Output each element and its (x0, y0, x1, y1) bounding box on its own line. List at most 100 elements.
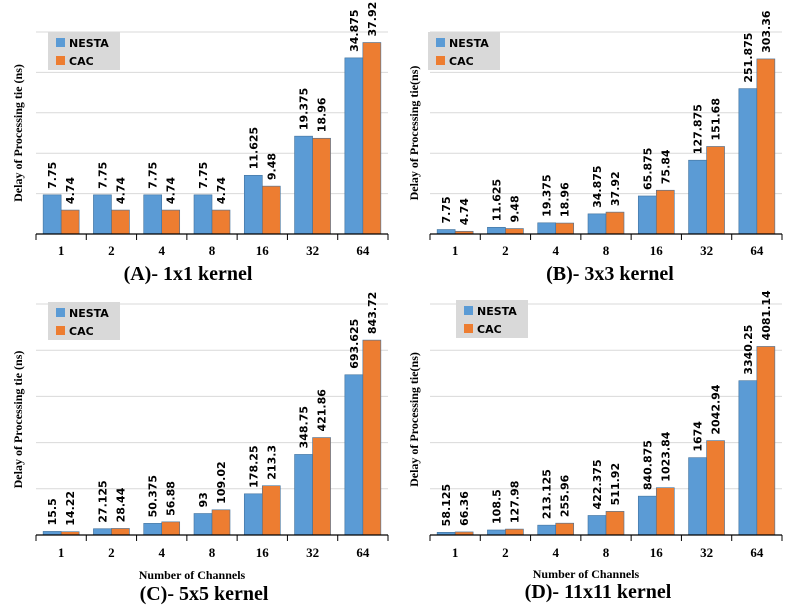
legend-entry: NESTA (69, 307, 109, 320)
cac-legend-swatch (436, 56, 445, 65)
x-tick-label: 64 (356, 243, 370, 258)
x-tick-label: 2 (502, 243, 509, 258)
data-label: 303.36 (760, 10, 773, 53)
data-label: 213.3 (265, 445, 278, 480)
data-label: 7.75 (147, 162, 160, 189)
cac-bar (161, 209, 181, 235)
x-tick-label: 16 (650, 243, 664, 258)
data-label: 11.625 (490, 179, 503, 221)
data-label: 9.48 (265, 153, 278, 180)
data-label: 19.375 (541, 174, 554, 216)
legend: NESTA CAC (428, 32, 500, 70)
nesta-bar (738, 380, 758, 536)
x-tick-label: 8 (209, 545, 216, 560)
cac-bar (261, 485, 281, 536)
nesta-bar (42, 194, 62, 235)
data-label: 348.75 (298, 406, 311, 448)
data-label: 15.5 (46, 498, 59, 525)
nesta-bar (294, 135, 313, 235)
data-label: 422.375 (591, 459, 604, 509)
cac-bar (362, 42, 382, 235)
nesta-bar (487, 529, 506, 536)
data-label: 127.98 (508, 481, 521, 523)
cac-legend-swatch (56, 56, 65, 65)
x-tick-label: 16 (650, 545, 664, 560)
x-tick-label: 2 (108, 545, 115, 560)
nesta-bar (587, 515, 607, 536)
data-label: 37.92 (366, 2, 379, 37)
nesta-bar (243, 493, 263, 536)
nesta-bar (637, 495, 657, 536)
data-label: 151.68 (710, 98, 723, 140)
cac-bar (211, 509, 231, 536)
data-label: 511.92 (609, 463, 622, 505)
x-tick-label: 8 (209, 243, 216, 258)
data-label: 4.74 (215, 177, 228, 204)
nesta-legend-swatch (464, 306, 473, 315)
data-label: 34.875 (348, 9, 361, 51)
legend-entry: CAC (69, 325, 94, 338)
legend: NESTA CAC (48, 32, 120, 70)
data-label: 4.74 (114, 177, 127, 204)
data-label: 9.48 (508, 195, 521, 222)
data-label: 93 (197, 492, 210, 507)
y-axis-label: Delay of Processing tie (ns) (11, 64, 25, 202)
nesta-bar (294, 454, 313, 536)
nesta-bar (243, 174, 263, 235)
x-tick-label: 1 (452, 545, 459, 560)
data-label: 4.74 (165, 177, 178, 204)
x-tick-label: 32 (306, 243, 319, 258)
cac-bar (505, 228, 524, 235)
cac-legend-swatch (56, 326, 65, 335)
data-label: 75.84 (659, 149, 672, 184)
cac-bar (756, 346, 776, 536)
data-label: 693.625 (348, 319, 361, 369)
cac-bar (362, 339, 382, 536)
data-label: 840.875 (641, 440, 654, 490)
x-tick-label: 2 (502, 545, 509, 560)
nesta-bar (193, 513, 213, 536)
x-tick-label: 4 (158, 243, 165, 258)
data-label: 11.625 (247, 127, 260, 169)
x-tick-label: 4 (552, 243, 559, 258)
nesta-bar (587, 213, 607, 235)
cac-bar (555, 522, 575, 536)
data-label: 4081.14 (760, 290, 773, 340)
data-label: 18.96 (316, 97, 329, 132)
nesta-bar (143, 194, 163, 235)
x-tick-label: 64 (356, 545, 370, 560)
chart-panel-a: 7.75 7.75 7.75 7.75 11.625 19.375 34.875 4.74 4.… (11, 2, 389, 285)
cac-bar (756, 58, 776, 235)
data-label: 4.74 (64, 177, 77, 204)
x-tick-label: 32 (306, 545, 319, 560)
cac-bar (655, 189, 675, 235)
x-tick-label: 4 (552, 545, 559, 560)
chart-title: (A)- 1x1 kernel (124, 263, 253, 285)
cac-bar (60, 209, 80, 235)
data-label: 58.125 (440, 484, 453, 526)
x-tick-label: 1 (452, 243, 459, 258)
x-tick-label: 1 (58, 545, 65, 560)
cac-bar (111, 209, 130, 235)
cac-bar (706, 146, 725, 235)
nesta-bar (143, 523, 163, 536)
nesta-bar (537, 524, 557, 536)
legend-entry: CAC (69, 55, 94, 68)
data-label: 28.44 (114, 487, 127, 522)
data-label: 14.22 (64, 491, 77, 526)
x-tick-label: 64 (750, 545, 764, 560)
chart-panel-b: 7.75 11.625 19.375 34.875 65.875 127.875 251.8… (407, 10, 783, 285)
nesta-bar (93, 528, 112, 536)
legend-entry: NESTA (449, 37, 489, 50)
cac-bar (312, 137, 331, 235)
cac-bar (505, 528, 524, 536)
legend: NESTA CAC (456, 300, 528, 338)
data-label: 843.72 (366, 292, 379, 334)
cac-bar (706, 440, 725, 536)
data-label: 421.86 (316, 389, 329, 432)
x-tick-label: 16 (256, 243, 270, 258)
x-axis-title: Number of Channels (533, 567, 640, 581)
cac-bar (211, 209, 231, 235)
legend-entry: NESTA (69, 37, 109, 50)
x-tick-label: 16 (256, 545, 270, 560)
